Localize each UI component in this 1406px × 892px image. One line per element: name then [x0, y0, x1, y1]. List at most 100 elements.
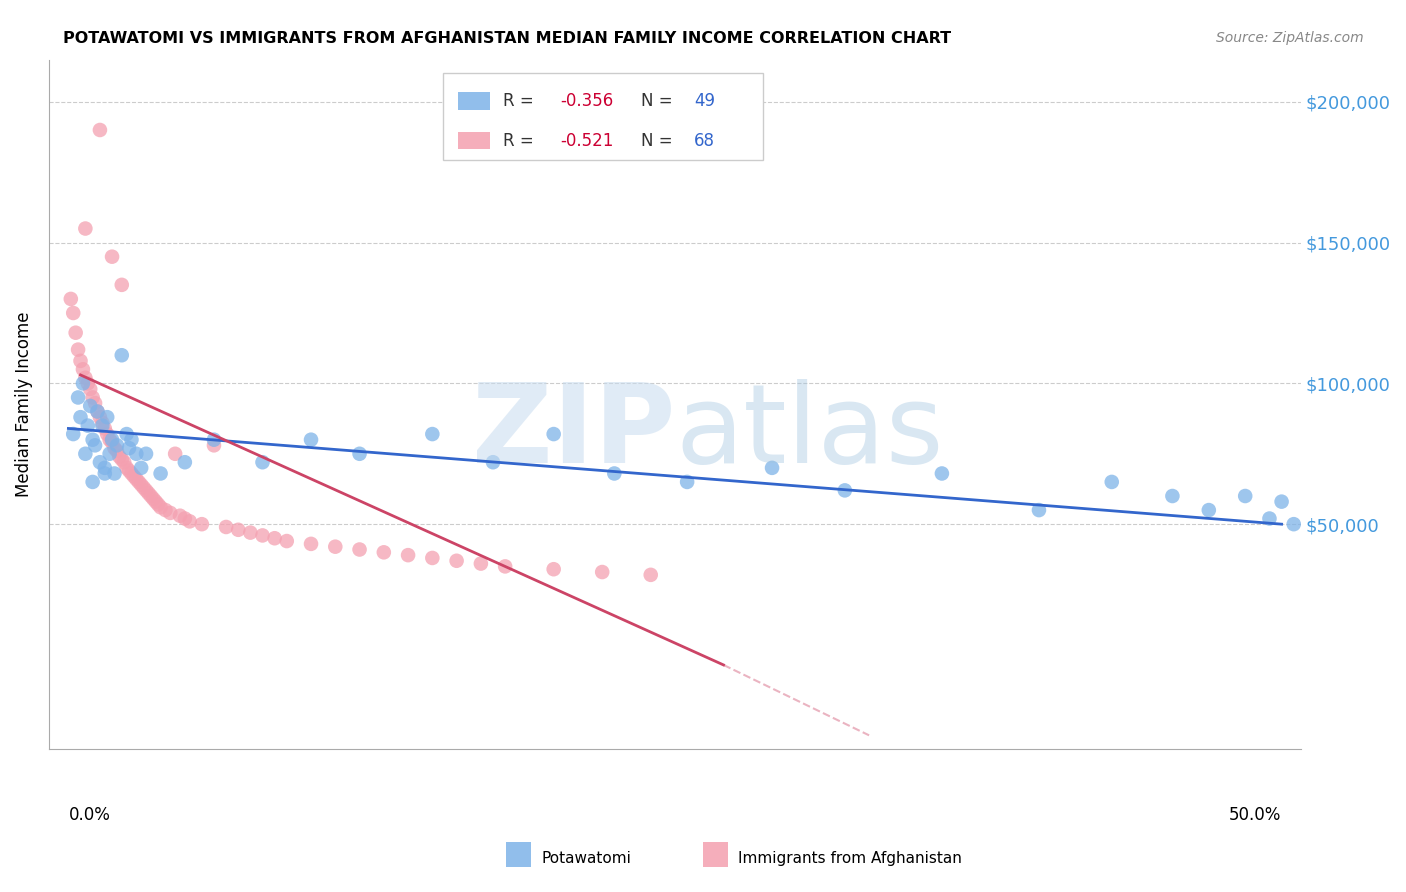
Point	[121, 467, 143, 481]
Point	[69, 410, 91, 425]
Point	[96, 410, 118, 425]
Point	[1271, 494, 1294, 508]
Point	[276, 534, 298, 549]
Point	[94, 467, 117, 481]
Point	[591, 565, 613, 579]
Point	[101, 433, 124, 447]
Point	[65, 326, 87, 340]
Point	[396, 548, 419, 562]
Point	[89, 455, 111, 469]
Point	[169, 508, 191, 523]
Point	[89, 123, 111, 137]
FancyBboxPatch shape	[458, 93, 489, 110]
Point	[89, 410, 111, 425]
FancyBboxPatch shape	[458, 132, 489, 149]
FancyBboxPatch shape	[443, 73, 762, 160]
Point	[101, 250, 124, 264]
Point	[159, 506, 181, 520]
Point	[84, 396, 107, 410]
Text: Source: ZipAtlas.com: Source: ZipAtlas.com	[1216, 31, 1364, 45]
Point	[118, 441, 141, 455]
Point	[94, 421, 117, 435]
Point	[543, 562, 565, 576]
Point	[111, 348, 134, 362]
Point	[72, 362, 94, 376]
Point	[111, 277, 134, 292]
Point	[132, 481, 155, 495]
Point	[112, 455, 135, 469]
Point	[139, 489, 162, 503]
Text: 68: 68	[693, 132, 714, 150]
Point	[75, 221, 97, 235]
Point	[252, 455, 274, 469]
Point	[191, 517, 214, 532]
Point	[115, 461, 138, 475]
Point	[422, 551, 444, 566]
Point	[125, 472, 148, 486]
Point	[91, 416, 114, 430]
Point	[82, 391, 104, 405]
Point	[59, 292, 82, 306]
Point	[761, 461, 783, 475]
Point	[931, 467, 953, 481]
Point	[179, 514, 201, 528]
Point	[603, 467, 626, 481]
Text: N =: N =	[641, 92, 678, 110]
Point	[834, 483, 856, 498]
Point	[122, 469, 145, 483]
Point	[1161, 489, 1184, 503]
Point	[149, 500, 172, 515]
Point	[146, 498, 169, 512]
Point	[299, 433, 322, 447]
Point	[145, 494, 167, 508]
Point	[1258, 511, 1281, 525]
Point	[1282, 517, 1305, 532]
Text: -0.356: -0.356	[560, 92, 613, 110]
Point	[155, 503, 177, 517]
Point	[470, 557, 492, 571]
Point	[72, 376, 94, 391]
Point	[446, 554, 468, 568]
Point	[173, 511, 195, 525]
Point	[676, 475, 699, 489]
Point	[1101, 475, 1123, 489]
Point	[105, 438, 128, 452]
Point	[1234, 489, 1257, 503]
Text: atlas: atlas	[675, 378, 943, 485]
Point	[62, 427, 84, 442]
Point	[86, 404, 108, 418]
Point	[75, 447, 97, 461]
Point	[149, 467, 172, 481]
Point	[75, 370, 97, 384]
Point	[111, 452, 134, 467]
Point	[108, 450, 131, 464]
Point	[118, 464, 141, 478]
Point	[98, 447, 121, 461]
Point	[98, 433, 121, 447]
Point	[129, 477, 152, 491]
Text: Potawatomi: Potawatomi	[541, 851, 631, 865]
Point	[76, 418, 98, 433]
Point	[135, 483, 157, 498]
Point	[422, 427, 444, 442]
Point	[125, 447, 148, 461]
Text: R =: R =	[503, 92, 540, 110]
Text: 50.0%: 50.0%	[1229, 805, 1282, 823]
Point	[173, 455, 195, 469]
Text: R =: R =	[503, 132, 540, 150]
Point	[129, 461, 152, 475]
Point	[263, 531, 285, 545]
Point	[349, 542, 371, 557]
Point	[1028, 503, 1050, 517]
Point	[142, 491, 165, 506]
Text: ZIP: ZIP	[471, 378, 675, 485]
Point	[135, 447, 157, 461]
Point	[215, 520, 238, 534]
Point	[373, 545, 395, 559]
Point	[82, 433, 104, 447]
Text: POTAWATOMI VS IMMIGRANTS FROM AFGHANISTAN MEDIAN FAMILY INCOME CORRELATION CHART: POTAWATOMI VS IMMIGRANTS FROM AFGHANISTA…	[63, 31, 952, 46]
Point	[62, 306, 84, 320]
Point	[323, 540, 346, 554]
Point	[84, 438, 107, 452]
Point	[165, 447, 187, 461]
